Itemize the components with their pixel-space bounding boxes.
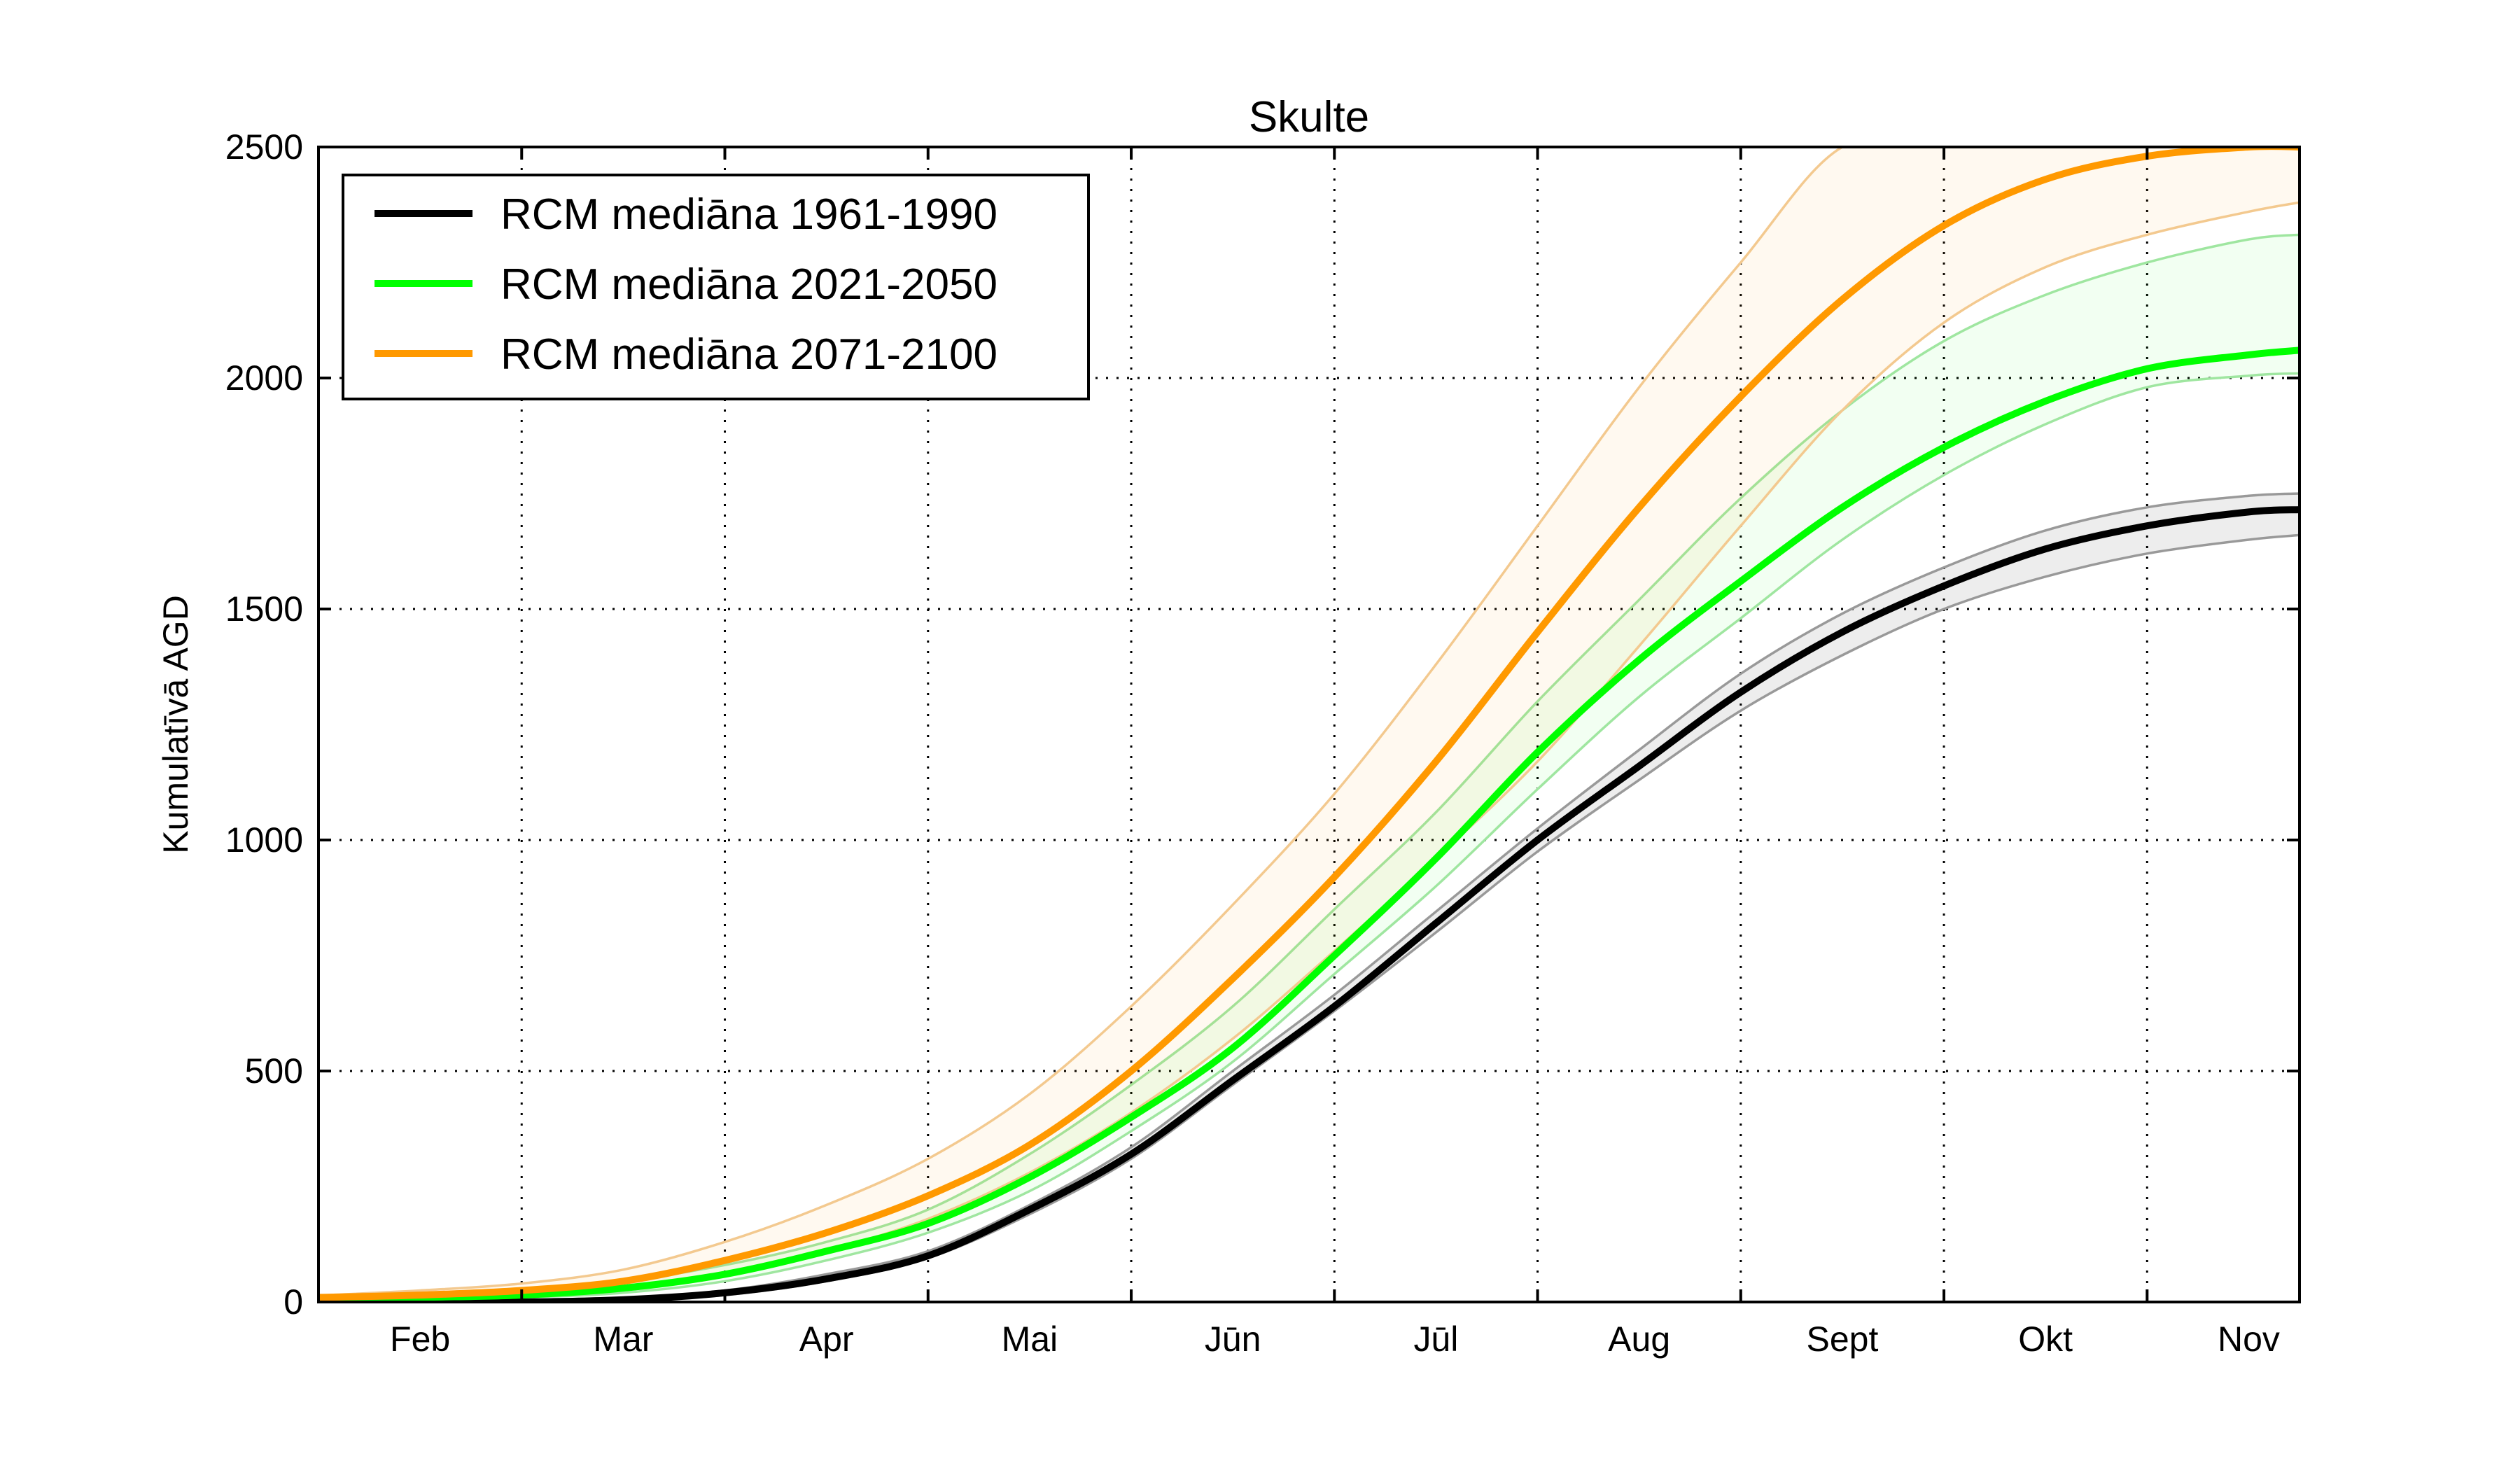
median-line-2 bbox=[318, 147, 2300, 1301]
x-tick-label: Okt bbox=[2018, 1320, 2073, 1359]
x-tick-label: Jūn bbox=[1205, 1320, 1261, 1359]
chart-title: Skulte bbox=[1249, 93, 1369, 141]
median-lines bbox=[318, 147, 2300, 1302]
legend: RCM mediāna 1961-1990 RCM mediāna 2021-20… bbox=[342, 174, 1090, 400]
x-tick-label: Sept bbox=[1806, 1320, 1878, 1359]
x-tick-label: Feb bbox=[390, 1320, 450, 1359]
y-tick-label: 1500 bbox=[225, 589, 303, 629]
band-2 bbox=[318, 147, 2300, 1299]
band-1 bbox=[318, 234, 2300, 1301]
legend-label: RCM mediāna 1961-1990 bbox=[500, 190, 997, 239]
axis-ticks: 0 500 1000 1500 2000 2500 Feb Mar Apr Mai Jūn Jūl Au… bbox=[225, 127, 2300, 1359]
band-upper-2 bbox=[318, 147, 2300, 1297]
x-tick-label: Apr bbox=[799, 1320, 854, 1359]
y-tick-label: 0 bbox=[284, 1282, 303, 1322]
x-tick-label: Mai bbox=[1002, 1320, 1058, 1359]
median-line-0 bbox=[318, 506, 2300, 1302]
legend-label: RCM mediāna 2071-2100 bbox=[500, 330, 997, 379]
y-tick-label: 1000 bbox=[225, 820, 303, 860]
x-tick-label: Jūl bbox=[1413, 1320, 1458, 1359]
legend-label: RCM mediāna 2021-2050 bbox=[500, 260, 997, 309]
y-axis-label: Kumulatīvā AGD bbox=[156, 595, 195, 854]
x-tick-label: Nov bbox=[2218, 1320, 2280, 1359]
y-tick-label: 2000 bbox=[225, 358, 303, 398]
x-tick-label: Mar bbox=[593, 1320, 653, 1359]
median-line-1 bbox=[318, 346, 2300, 1302]
x-tick-label: Aug bbox=[1608, 1320, 1670, 1359]
plot-frame bbox=[317, 146, 2301, 1303]
gridlines bbox=[318, 147, 2300, 1302]
y-tick-label: 500 bbox=[245, 1051, 303, 1091]
band-lower-1 bbox=[318, 372, 2300, 1302]
y-tick-label: 2500 bbox=[225, 127, 303, 167]
